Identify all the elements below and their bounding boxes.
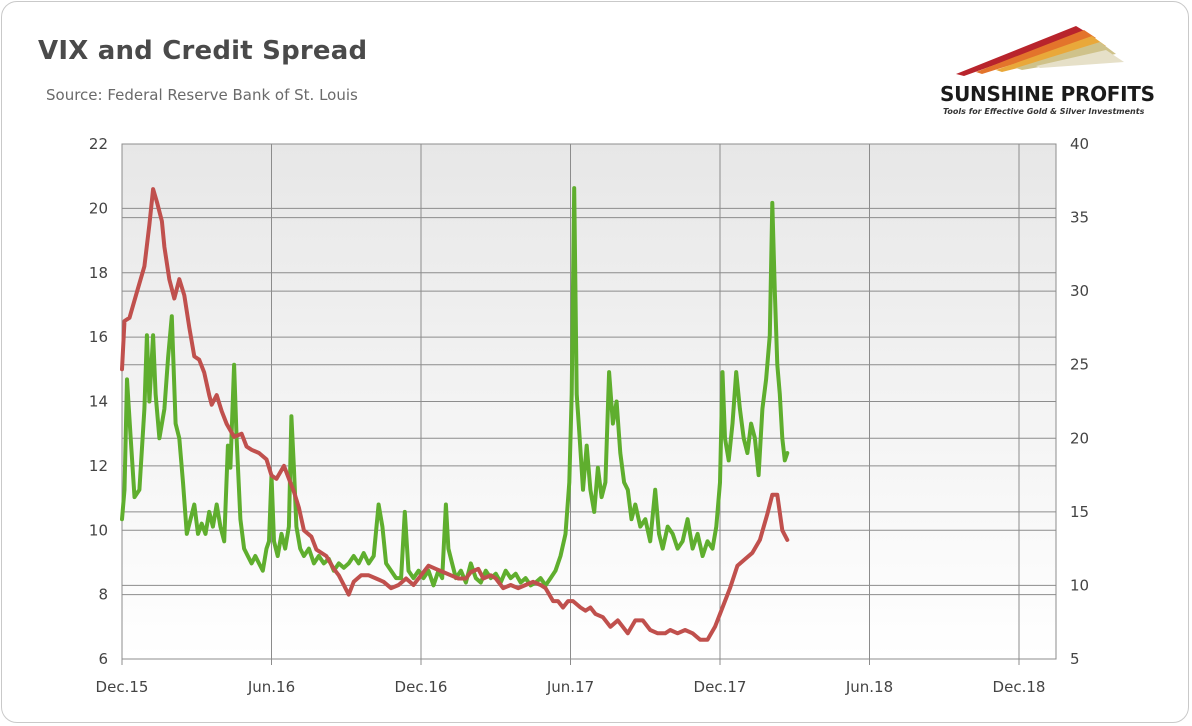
plot-border (121, 143, 1057, 660)
left-tick-label: 20 (89, 199, 108, 217)
right-tick-label: 20 (1070, 429, 1089, 447)
x-tick-label: Jun.17 (546, 678, 594, 696)
x-tick-label: Jun.18 (845, 678, 893, 696)
sunburst-icon (956, 26, 1124, 76)
chart-title: VIX and Credit Spread (38, 36, 368, 66)
right-tick-label: 40 (1070, 135, 1089, 153)
left-tick-label: 14 (89, 393, 108, 411)
left-tick-label: 18 (89, 264, 108, 282)
right-tick-label: 25 (1070, 356, 1089, 374)
left-tick-label: 6 (98, 650, 108, 668)
right-tick-label: 5 (1070, 650, 1080, 668)
axes (121, 143, 1057, 665)
left-tick-label: 10 (89, 521, 108, 539)
tick-labels: 6 8 10 12 14 16 18 20 22 5 10 15 20 25 30 35 40 Dec.15 Jun… (89, 135, 1089, 696)
x-tick-label: Dec.17 (694, 678, 747, 696)
right-tick-label: 10 (1070, 576, 1089, 594)
chart-subtitle: Source: Federal Reserve Bank of St. Loui… (46, 86, 358, 104)
right-tick-label: 35 (1070, 209, 1089, 227)
left-tick-label: 8 (98, 586, 108, 604)
x-tick-label: Jun.16 (247, 678, 295, 696)
credit-spread-line (120, 187, 790, 642)
brand-logo: SUNSHINE PROFITS Tools for Effective Gol… (936, 20, 1172, 120)
x-tick-label: Dec.15 (96, 678, 149, 696)
vix-line (120, 186, 790, 588)
right-tick-label: 15 (1070, 503, 1089, 521)
right-tick-label: 30 (1070, 282, 1089, 300)
x-tick-label: Dec.18 (993, 678, 1046, 696)
x-tick-label: Dec.16 (395, 678, 448, 696)
logo-name: SUNSHINE PROFITS (940, 82, 1155, 106)
series-layer (120, 186, 790, 642)
left-tick-label: 22 (89, 135, 108, 153)
logo-tagline: Tools for Effective Gold & Silver Invest… (943, 107, 1145, 116)
left-tick-label: 12 (89, 457, 108, 475)
left-tick-label: 16 (89, 328, 108, 346)
